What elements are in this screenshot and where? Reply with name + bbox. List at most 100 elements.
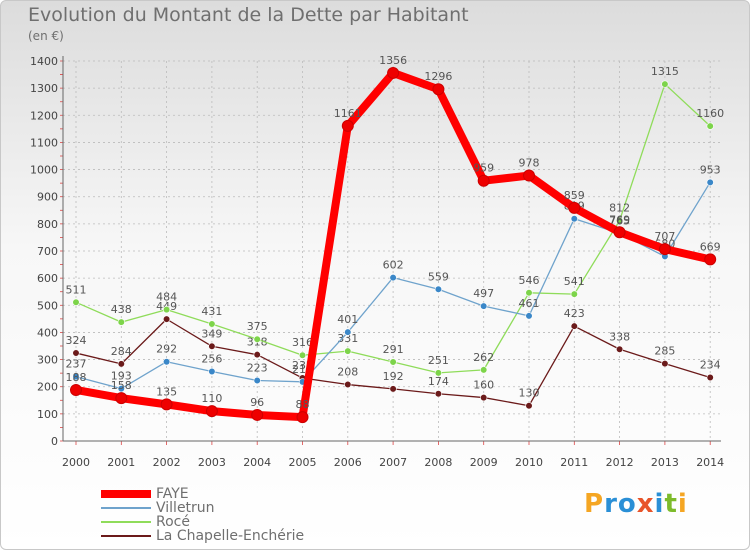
data-point-faye	[296, 411, 309, 424]
data-point-la-chapelle-encherie	[480, 393, 488, 402]
x-tick-label: 2014	[696, 456, 724, 469]
x-tick-label: 2006	[334, 456, 362, 469]
data-point-roce	[615, 217, 624, 225]
logo-letter: P	[584, 489, 605, 519]
y-tick-label: 1100	[30, 136, 58, 149]
data-label-la-chapelle-encherie: 192	[383, 370, 404, 383]
data-point-roce	[480, 366, 488, 374]
data-point-villetrun	[163, 358, 171, 366]
chart-unit: (en €)	[28, 29, 64, 43]
legend: FAYE Villetrun Rocé La Chapelle-Enchérie	[101, 487, 331, 543]
data-label-villetrun: 559	[428, 270, 449, 283]
data-point-villetrun	[434, 285, 443, 293]
logo-letter: i	[677, 489, 688, 519]
proxiti-logo: Proxiti	[584, 489, 688, 519]
data-point-faye	[387, 66, 400, 79]
data-label-la-chapelle-encherie: 160	[473, 379, 494, 392]
data-point-la-chapelle-encherie	[615, 345, 624, 353]
legend-item-roce: Rocé	[101, 515, 331, 529]
legend-swatch	[101, 507, 151, 509]
data-point-la-chapelle-encherie	[344, 380, 352, 389]
x-tick-label: 2012	[606, 456, 634, 469]
y-tick-label: 600	[37, 272, 58, 285]
data-point-roce	[525, 289, 533, 297]
data-point-la-chapelle-encherie	[525, 402, 533, 410]
data-label-faye: 1161	[334, 107, 362, 120]
data-label-roce: 262	[473, 351, 494, 364]
data-label-la-chapelle-encherie: 324	[66, 334, 87, 347]
data-label-faye: 1356	[379, 54, 407, 67]
data-label-faye: 88	[296, 398, 310, 411]
data-point-roce	[570, 290, 578, 298]
data-label-villetrun: 401	[337, 313, 358, 326]
data-point-roce	[706, 122, 714, 130]
data-label-faye: 707	[654, 230, 675, 243]
data-label-roce: 511	[66, 283, 87, 296]
data-label-villetrun: 461	[519, 297, 540, 310]
data-point-faye	[477, 174, 490, 187]
data-point-faye	[115, 392, 128, 405]
data-label-roce: 438	[111, 303, 132, 316]
legend-item-la-chapelle-encherie: La Chapelle-Enchérie	[101, 529, 331, 543]
data-label-roce: 484	[156, 291, 177, 304]
y-tick-label: 0	[51, 435, 58, 448]
legend-swatch	[101, 535, 151, 537]
data-label-faye: 188	[66, 371, 87, 384]
data-point-faye	[704, 253, 717, 266]
logo-letter: r	[604, 489, 618, 519]
data-label-villetrun: 292	[156, 343, 177, 356]
data-label-faye: 96	[250, 396, 264, 409]
data-label-villetrun: 765	[609, 214, 630, 227]
data-point-faye	[432, 83, 445, 96]
data-point-villetrun	[525, 312, 533, 320]
x-tick-label: 2002	[153, 456, 181, 469]
data-point-faye	[205, 405, 218, 418]
data-point-roce	[208, 320, 216, 328]
x-tick-label: 2004	[243, 456, 271, 469]
legend-label: Rocé	[156, 514, 190, 530]
legend-swatch	[101, 490, 151, 498]
y-tick-label: 400	[37, 326, 58, 339]
data-point-villetrun	[72, 373, 80, 381]
data-label-faye: 959	[473, 162, 494, 175]
data-label-roce: 546	[519, 274, 540, 287]
data-label-villetrun: 237	[66, 358, 87, 371]
legend-swatch	[101, 521, 151, 523]
data-point-la-chapelle-encherie	[570, 322, 578, 330]
data-label-faye: 158	[111, 379, 132, 392]
data-point-faye	[523, 169, 535, 182]
data-label-villetrun: 223	[247, 361, 268, 374]
data-label-roce: 251	[428, 354, 449, 367]
y-tick-label: 200	[37, 381, 58, 394]
data-point-roce	[298, 351, 307, 359]
data-point-la-chapelle-encherie	[253, 351, 261, 359]
data-point-roce	[253, 335, 261, 343]
logo-letter: i	[654, 489, 665, 519]
data-point-roce	[344, 347, 352, 355]
y-tick-label: 1200	[30, 109, 58, 122]
data-label-la-chapelle-encherie: 174	[428, 375, 449, 388]
data-point-la-chapelle-encherie	[72, 349, 80, 357]
x-tick-label: 2005	[289, 456, 317, 469]
data-point-roce	[434, 369, 443, 377]
legend-item-faye: FAYE	[101, 487, 331, 501]
data-label-roce: 541	[564, 275, 585, 288]
logo-letter: o	[617, 489, 637, 519]
data-point-la-chapelle-encherie	[706, 373, 714, 382]
data-point-faye	[613, 226, 626, 239]
y-tick-label: 300	[37, 354, 58, 367]
data-label-faye: 110	[201, 392, 222, 405]
data-label-roce: 812	[609, 202, 630, 215]
x-tick-label: 2000	[62, 456, 90, 469]
data-label-villetrun: 953	[700, 163, 721, 176]
chart-title: Evolution du Montant de la Dette par Hab…	[28, 4, 469, 26]
data-point-roce	[163, 306, 171, 314]
data-label-villetrun: 602	[383, 259, 404, 272]
x-tick-label: 2009	[470, 456, 498, 469]
data-label-roce: 331	[337, 332, 358, 345]
data-point-roce	[661, 80, 669, 88]
data-point-la-chapelle-encherie	[434, 390, 443, 398]
data-label-la-chapelle-encherie: 208	[337, 366, 358, 379]
data-point-villetrun	[344, 328, 352, 336]
y-tick-label: 500	[37, 299, 58, 312]
